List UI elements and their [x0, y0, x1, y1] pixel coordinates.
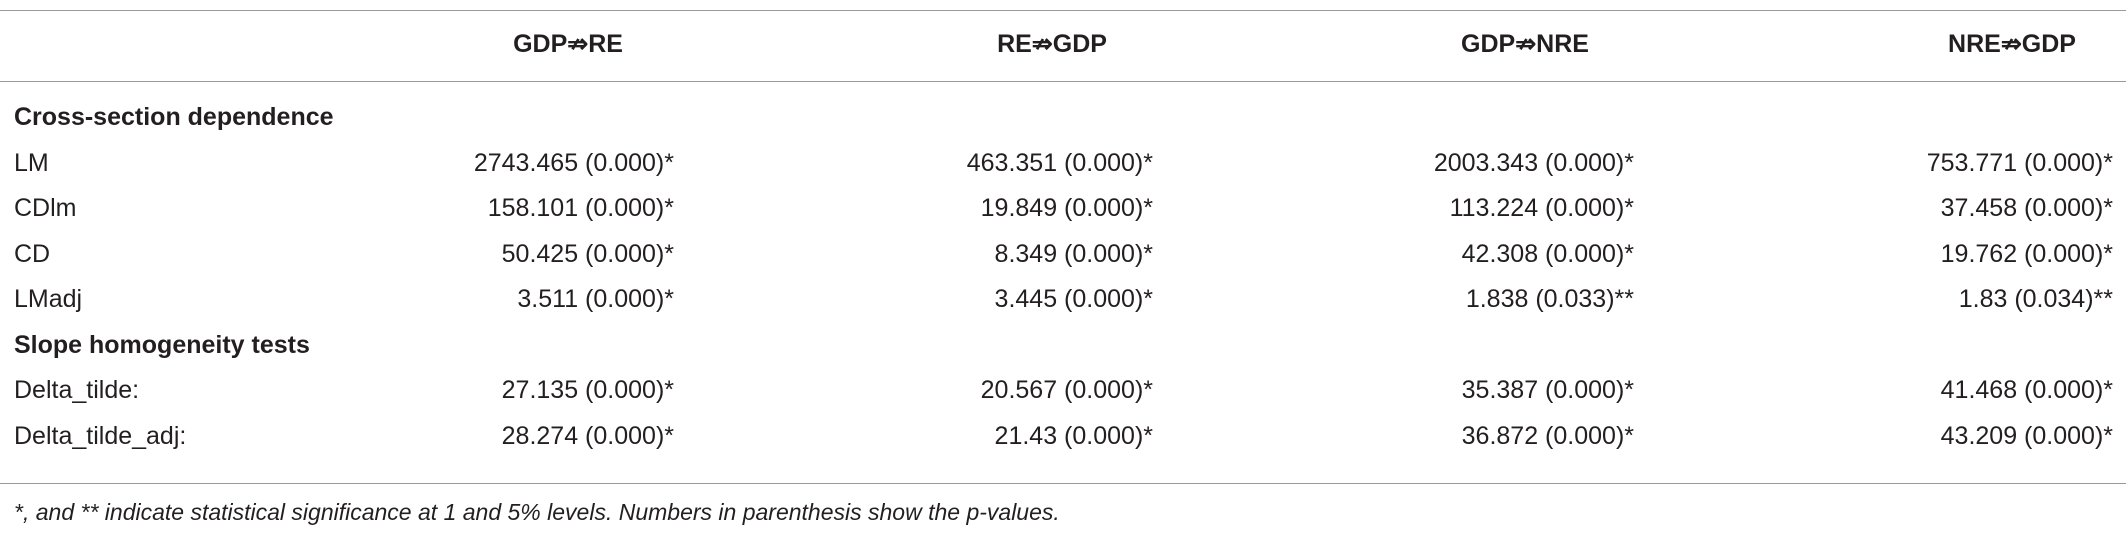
cell: 1.838 (0.033)** [1465, 285, 1634, 313]
cell: 158.101 (0.000)* [487, 194, 674, 222]
header-rule [0, 81, 2126, 82]
column-header: GDP⇏NRE [1461, 30, 1589, 58]
column-header: NRE⇏GDP [1948, 30, 2076, 58]
cell: 28.274 (0.000)* [501, 421, 674, 450]
cell: 3.511 (0.000)* [517, 285, 674, 313]
cell: 35.387 (0.000)* [1461, 376, 1634, 404]
row-label: LM [14, 148, 49, 177]
cell: 19.762 (0.000)* [1940, 239, 2113, 268]
column-header: GDP⇏RE [513, 30, 623, 58]
cell: 1.83 (0.034)** [1958, 285, 2113, 313]
cell: 2743.465 (0.000)* [473, 148, 674, 177]
cell: 8.349 (0.000)* [994, 239, 1153, 268]
row-label: CDlm [14, 194, 77, 222]
cell: 20.567 (0.000)* [980, 376, 1153, 404]
cell: 37.458 (0.000)* [1940, 194, 2113, 222]
cell: 41.468 (0.000)* [1940, 376, 2113, 404]
cell: 19.849 (0.000)* [980, 194, 1153, 222]
cell: 463.351 (0.000)* [966, 148, 1153, 177]
cell: 113.224 (0.000)* [1449, 194, 1634, 222]
cell: 27.135 (0.000)* [501, 376, 674, 404]
cell: 36.872 (0.000)* [1461, 421, 1634, 450]
bottom-rule [0, 483, 2126, 484]
footnote: *, and ** indicate statistical significa… [14, 499, 1060, 525]
column-header: RE⇏GDP [997, 30, 1107, 58]
cell: 21.43 (0.000)* [994, 421, 1153, 450]
row-label: CD [14, 239, 51, 268]
cell: 2003.343 (0.000)* [1433, 148, 1634, 177]
section-title: Cross-section dependence [14, 103, 334, 131]
row-label: Delta_tilde: [14, 376, 140, 404]
cell: 753.771 (0.000)* [1926, 148, 2113, 177]
row-label: LMadj [14, 285, 83, 313]
cell: 50.425 (0.000)* [501, 239, 674, 268]
cell: 43.209 (0.000)* [1940, 421, 2113, 450]
row-label: Delta_tilde_adj: [14, 421, 187, 450]
section-title: Slope homogeneity tests [14, 330, 310, 359]
cell: 3.445 (0.000)* [994, 285, 1153, 313]
cell: 42.308 (0.000)* [1461, 239, 1634, 268]
top-rule [0, 10, 2126, 11]
